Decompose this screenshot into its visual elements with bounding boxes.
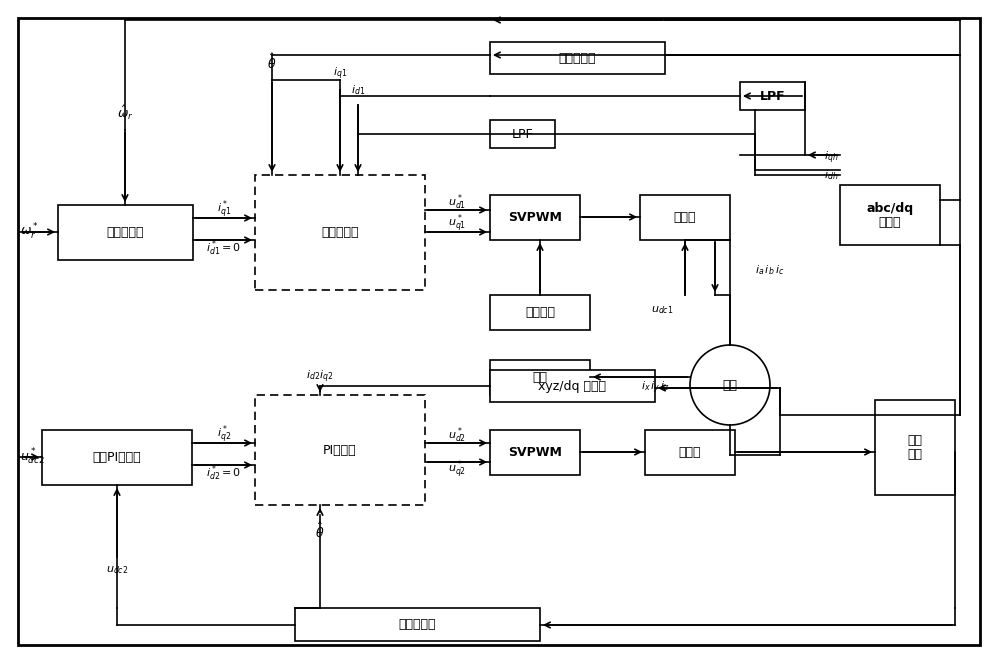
Text: $i_{d1}^*=0$: $i_{d1}^*=0$ (206, 238, 242, 258)
Bar (42, 430, 192, 485)
Text: SVPWM: SVPWM (508, 446, 562, 459)
Text: $u_{dc1}$: $u_{dc1}$ (651, 304, 673, 316)
Text: 预测控制器: 预测控制器 (321, 226, 359, 239)
Circle shape (690, 345, 770, 425)
Text: 滑模控制器: 滑模控制器 (107, 226, 144, 239)
Text: 电压PI调节器: 电压PI调节器 (93, 451, 141, 464)
Bar (490, 42, 665, 74)
Text: 变换器: 变换器 (679, 446, 701, 459)
Text: $\hat{\theta}$: $\hat{\theta}$ (315, 522, 325, 541)
Text: 高频信号: 高频信号 (525, 306, 555, 319)
Bar (490, 370, 655, 402)
Text: $i_{dh}$: $i_{dh}$ (824, 168, 838, 182)
Text: $\omega_r^*$: $\omega_r^*$ (20, 222, 39, 242)
Text: abc/dq: abc/dq (866, 202, 914, 215)
Text: $\hat{\omega}_r$: $\hat{\omega}_r$ (117, 104, 133, 122)
Bar (840, 185, 940, 245)
Text: $u_{d2}^*$: $u_{d2}^*$ (448, 425, 466, 445)
Text: 对象: 对象 (908, 448, 922, 461)
Bar (255, 395, 425, 505)
Bar (58, 205, 193, 260)
Text: $u_{dc2}^*$: $u_{dc2}^*$ (20, 447, 45, 467)
Bar (645, 430, 735, 475)
Text: $i_x\,i_y\,i_z$: $i_x\,i_y\,i_z$ (641, 380, 669, 396)
Text: LPF: LPF (760, 90, 785, 103)
Text: $u_{q1}^*$: $u_{q1}^*$ (448, 213, 466, 235)
Text: $i_{d1}$: $i_{d1}$ (351, 83, 365, 97)
Text: PI调节器: PI调节器 (323, 444, 357, 457)
Text: $i_{qh}$: $i_{qh}$ (824, 150, 838, 166)
Text: $i_{q1}^*$: $i_{q1}^*$ (217, 199, 231, 221)
Text: LPF: LPF (512, 127, 533, 141)
Bar (295, 608, 540, 641)
Text: 逆变器: 逆变器 (674, 211, 696, 224)
Text: $i_{q1}$: $i_{q1}$ (333, 66, 347, 82)
Bar (740, 82, 805, 110)
Bar (490, 430, 580, 475)
Text: $i_{d2}^*=0$: $i_{d2}^*=0$ (206, 463, 242, 483)
Text: 电压检测器: 电压检测器 (399, 618, 436, 631)
Text: 供电: 供电 (908, 434, 922, 447)
Text: 信号处理器: 信号处理器 (559, 52, 596, 64)
Text: 负载: 负载 (532, 371, 548, 384)
Bar (490, 120, 555, 148)
Bar (640, 195, 730, 240)
Text: 变换器: 变换器 (879, 215, 901, 229)
Text: $i_a\,i_b\,i_c$: $i_a\,i_b\,i_c$ (755, 263, 784, 277)
Text: $u_{q2}^*$: $u_{q2}^*$ (448, 459, 466, 481)
Text: $i_{d2}i_{q2}$: $i_{d2}i_{q2}$ (306, 369, 334, 385)
Text: SVPWM: SVPWM (508, 211, 562, 224)
Bar (255, 175, 425, 290)
Bar (490, 295, 590, 330)
Bar (490, 360, 590, 395)
Text: $i_{q2}^*$: $i_{q2}^*$ (217, 424, 231, 446)
Text: $\hat{\theta}$: $\hat{\theta}$ (267, 53, 277, 72)
Bar (490, 195, 580, 240)
Bar (875, 400, 955, 495)
Text: $u_{dc2}$: $u_{dc2}$ (106, 564, 128, 576)
Text: 电机: 电机 (722, 379, 738, 391)
Text: xyz/dq 变换器: xyz/dq 变换器 (538, 379, 606, 392)
Text: $u_{d1}^*$: $u_{d1}^*$ (448, 192, 466, 211)
